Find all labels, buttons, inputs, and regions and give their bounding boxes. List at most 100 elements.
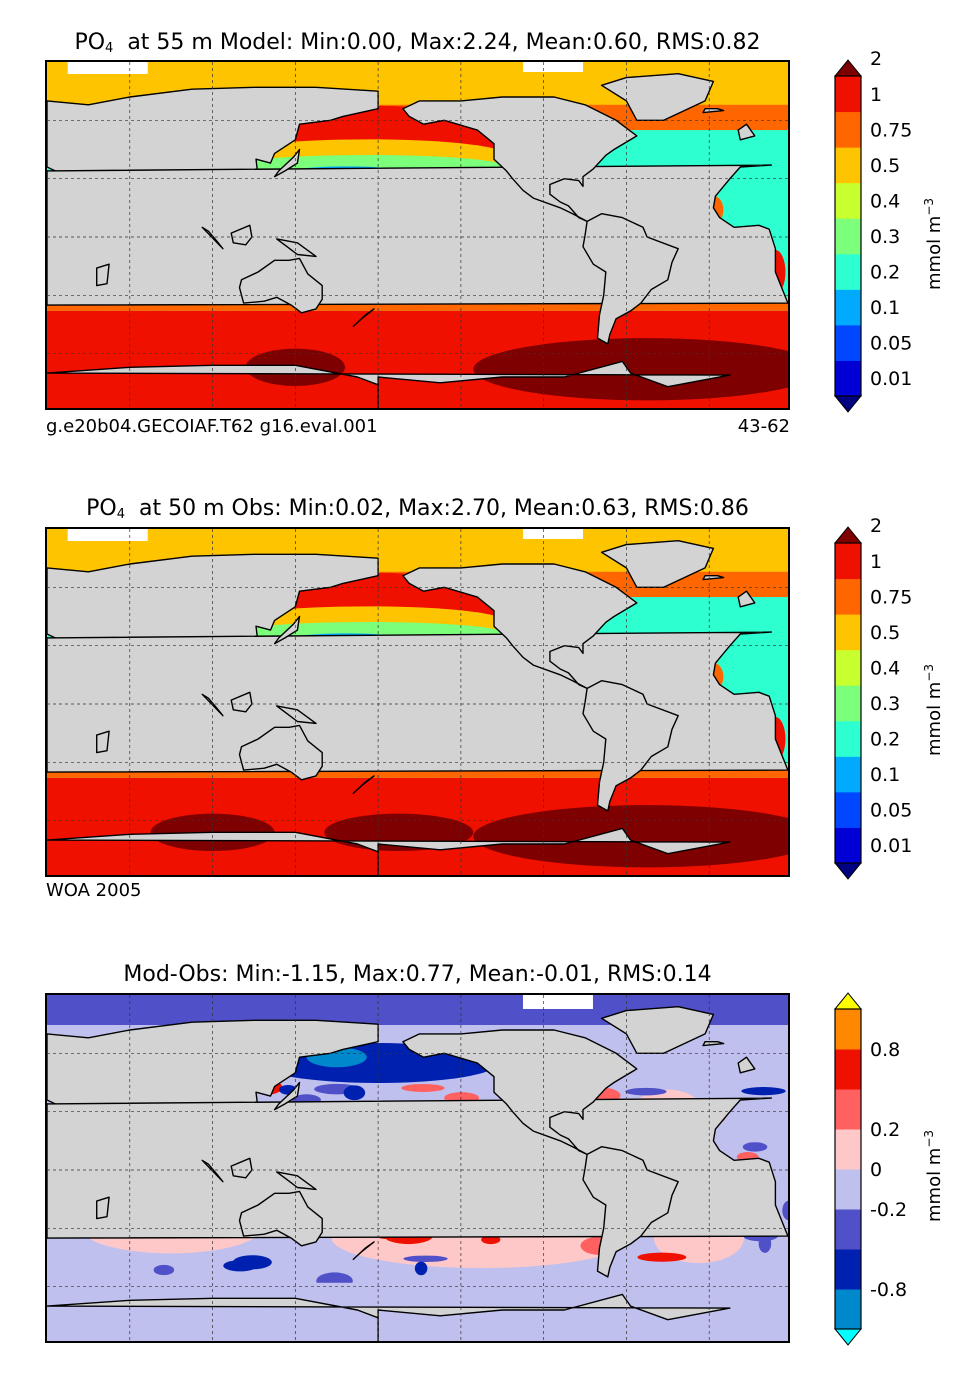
- colorbar-swatch: [835, 685, 861, 722]
- colorbar-tick-label: -0.8: [870, 1279, 907, 1301]
- sea-ice-patch: [522, 62, 583, 72]
- colorbar-swatch: [835, 111, 861, 148]
- diff-negative-blob: [223, 1260, 258, 1272]
- colorbar-swatch: [835, 1089, 861, 1130]
- colorbar-extend-high: [833, 59, 863, 77]
- land-mass: [238, 257, 323, 314]
- land-mass: [273, 148, 301, 178]
- colorbar-swatch: [835, 649, 861, 686]
- land-mass: [702, 1041, 725, 1047]
- land-mass: [47, 827, 731, 875]
- colorbar-swatch: [835, 578, 861, 615]
- colorbar-tick-label: 1: [870, 84, 882, 106]
- land-mass: [275, 1171, 317, 1191]
- land-mass: [273, 1081, 301, 1111]
- colorbar-tick-label: 0.75: [870, 586, 912, 608]
- land-mass: [96, 730, 110, 754]
- land-mass: [273, 615, 301, 645]
- colorbar-tick-label: -0.2: [870, 1199, 907, 1221]
- land-mass: [275, 238, 317, 258]
- land-mass: [402, 1029, 638, 1156]
- colorbar-swatch: [835, 543, 861, 580]
- land-mass: [352, 308, 375, 328]
- diff-negative-blob: [343, 1085, 366, 1101]
- colorbar-tick-label: 0.2: [870, 1119, 900, 1141]
- obs-map-field: [47, 529, 788, 875]
- diff-negative-blob: [625, 1087, 667, 1096]
- diff-colorbar-unit: mmol m−3: [922, 1129, 945, 1222]
- case-label: g.e20b04.GECOIAF.T62 g16.eval.001: [46, 416, 378, 437]
- land-mass: [201, 1159, 224, 1183]
- colorbar-extend-low: [833, 1328, 863, 1346]
- colorbar-swatch: [835, 614, 861, 651]
- colorbar-extend-high: [833, 992, 863, 1010]
- obs-source-label: WOA 2005: [46, 880, 142, 901]
- years-label: 43-62: [737, 416, 790, 437]
- colorbar-tick-label: 0.05: [870, 333, 912, 355]
- diff-positive-blob: [637, 1252, 687, 1262]
- land-mass: [201, 226, 224, 250]
- land-mass: [47, 360, 731, 408]
- colorbar-frame: [834, 1008, 862, 1330]
- southern-front-band: [47, 303, 788, 311]
- colorbar-swatch: [835, 791, 861, 828]
- land-mass: [402, 96, 638, 223]
- model-map-field: [47, 62, 788, 408]
- land-mass: [582, 212, 679, 345]
- sea-ice-patch: [522, 995, 593, 1009]
- colorbar-tick-label: 0.3: [870, 226, 900, 248]
- land-mass: [275, 705, 317, 725]
- southern-front-band: [47, 770, 788, 778]
- model-map: [45, 60, 790, 410]
- colorbar-tick-label: 0.5: [870, 155, 900, 177]
- sea-ice-patch: [67, 62, 148, 74]
- land-mass: [47, 1097, 788, 1239]
- colorbar-tick-label: 2: [870, 515, 882, 537]
- diff-negative-blob: [742, 1142, 768, 1152]
- model-colorbar-svg: 0.01 0.05 0.1 0.2 0.3 0.4 0.5 0.75 1 2: [833, 48, 912, 413]
- land-mass: [402, 563, 638, 690]
- colorbar-swatch: [835, 147, 861, 184]
- diff-positive-blob: [401, 1083, 445, 1092]
- land-mass: [230, 1157, 253, 1179]
- colorbar-tick-label: 0.4: [870, 657, 900, 679]
- obs-colorbar-unit: mmol m−3: [922, 663, 945, 756]
- land-mass: [238, 724, 323, 781]
- diff-colorbar-svg: -0.8 -0.2 0 0.2 0.8: [833, 992, 907, 1346]
- colorbar-tick-label: 0.5: [870, 622, 900, 644]
- colorbar-swatch: [835, 1169, 861, 1210]
- colorbar-tick-label: 0.1: [870, 297, 900, 319]
- land-mass: [600, 539, 715, 588]
- colorbar-swatch: [835, 360, 861, 397]
- colorbar-swatch: [835, 76, 861, 113]
- colorbar-swatch: [835, 253, 861, 290]
- land-mass: [96, 263, 110, 287]
- colorbar-swatch: [835, 1009, 861, 1050]
- land-mass: [702, 108, 725, 114]
- obs-map: [45, 527, 790, 877]
- colorbar-swatch: [835, 1209, 861, 1250]
- diff-negative-blob: [153, 1264, 175, 1276]
- colorbar-swatch: [835, 827, 861, 864]
- model-colorbar-unit: mmol m−3: [922, 197, 945, 290]
- colorbar-swatch: [835, 756, 861, 793]
- land-mass: [737, 1056, 756, 1074]
- diff-map: [45, 993, 790, 1343]
- colorbar-swatch: [835, 720, 861, 757]
- colorbar-swatch: [835, 324, 861, 361]
- colorbar-tick-label: 1: [870, 551, 882, 573]
- colorbar-tick-label: 0.05: [870, 800, 912, 822]
- land-mass: [600, 72, 715, 121]
- colorbar-tick-label: 0.2: [870, 262, 900, 284]
- obs-colorbar: 0.01 0.05 0.1 0.2 0.3 0.4 0.5 0.75 1 2: [833, 515, 912, 883]
- diff-map-field: [47, 995, 788, 1341]
- land-mass: [352, 775, 375, 795]
- land-mass: [737, 590, 756, 608]
- land-mass: [702, 575, 725, 581]
- land-mass: [230, 691, 253, 713]
- land-mass: [582, 679, 679, 812]
- colorbar-tick-label: 0: [870, 1159, 882, 1181]
- colorbar-tick-label: 2: [870, 48, 882, 70]
- colorbar-swatch: [835, 1129, 861, 1170]
- sea-ice-patch: [522, 529, 583, 539]
